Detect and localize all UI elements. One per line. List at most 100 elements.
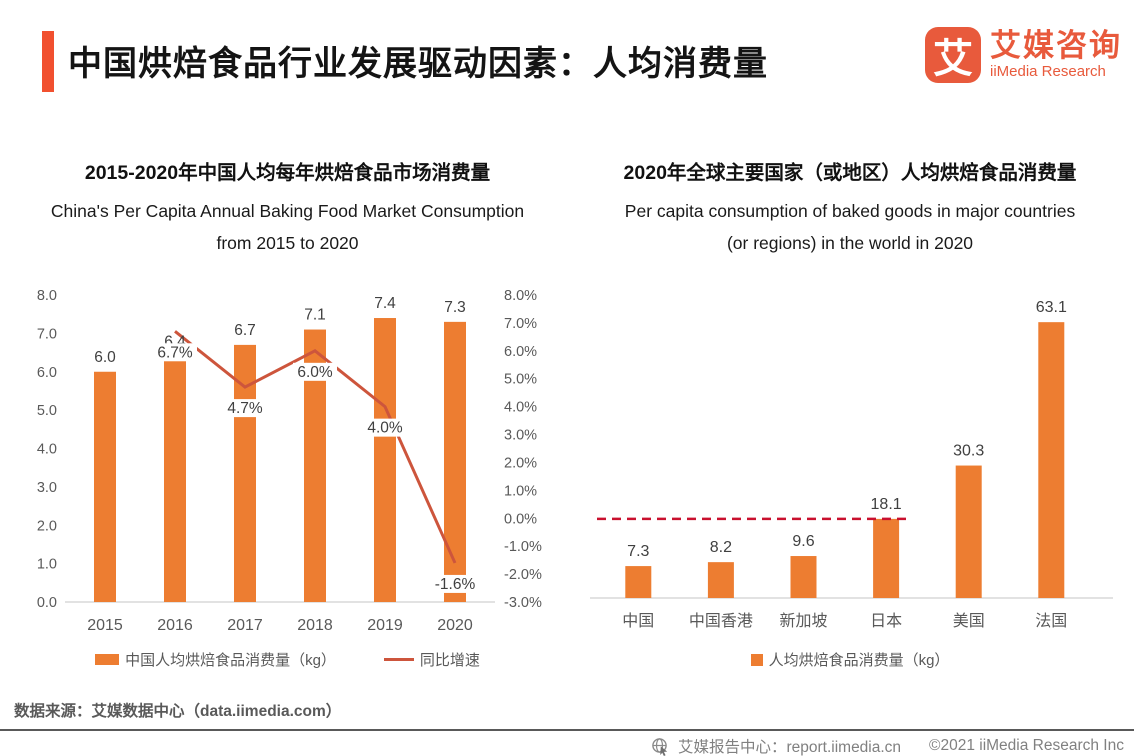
bar-series-swatch: [95, 654, 120, 665]
x-category-label: 2018: [297, 617, 333, 634]
y-right-tick: 7.0%: [504, 316, 537, 332]
bar-value-label: 7.3: [627, 543, 649, 560]
report-center-link[interactable]: 艾媒报告中心：report.iimedia.cn: [677, 739, 902, 756]
y-right-tick: 4.0%: [504, 400, 537, 416]
china-consumption-combo-chart: 8.0 7.0 6.0 5.0 4.0 3.0 2.0 1.0 0.0 8.0% 7.0% 6.0% 5…: [37, 288, 542, 634]
title-accent-bar: [42, 31, 54, 92]
line-value-label: 6.0%: [297, 364, 333, 381]
line-value-label: 4.7%: [227, 400, 263, 417]
left-chart-title-zh: 2015-2020年中国人均每年烘焙食品市场消费量: [84, 162, 491, 184]
iimedia-logo: 艾 艾媒咨询 iiMedia Research: [925, 27, 1122, 83]
bar-日本: [873, 518, 900, 598]
bar-value-label: 18.1: [871, 496, 902, 513]
left-chart-subtitle-en-1: China's Per Capita Annual Baking Food Ma…: [50, 201, 525, 221]
bar-series-label: 中国人均烘焙食品消费量（kg）: [125, 652, 336, 669]
bar-中国香港: [707, 562, 734, 598]
bar-value-label: 63.1: [1036, 299, 1067, 316]
x-category-label: 中国香港: [689, 612, 753, 630]
y-left-tick: 3.0: [37, 480, 57, 496]
page-title: 中国烘焙食品行业发展驱动因素：人均消费量: [68, 45, 768, 83]
bar-2019: [374, 318, 396, 602]
line-label-bg: [428, 574, 482, 593]
y-right-tick: 2.0%: [504, 455, 537, 471]
bar-value-label: 6.0: [94, 349, 116, 366]
x-category-label: 2016: [157, 617, 193, 634]
y-right-tick: 5.0%: [504, 372, 537, 388]
legend-item-consumption: 人均烘焙食品消费量（kg）: [750, 649, 950, 670]
legend-item-line: 同比增速: [383, 649, 480, 670]
bar-新加坡: [790, 556, 817, 598]
y-right-tick: 6.0%: [504, 344, 537, 360]
line-value-label: -1.6%: [435, 576, 476, 593]
y-left-tick: 0.0: [37, 595, 57, 611]
y-left-tick: 4.0: [37, 442, 57, 458]
bar-value-label: 9.6: [792, 533, 814, 550]
bar-2018: [304, 329, 326, 602]
y-left-tick: 7.0: [37, 326, 57, 342]
y-right-tick: -3.0%: [504, 595, 542, 611]
bar-value-label: 7.4: [374, 295, 396, 312]
growth-line: [174, 330, 457, 564]
left-chart-legend: 中国人均烘焙食品消费量（kg） 同比增速: [15, 649, 560, 670]
line-series-label: 同比增速: [419, 652, 480, 669]
y-left-tick: 5.0: [37, 403, 57, 419]
right-chart-subtitle-en-2: (or regions) in the world in 2020: [726, 233, 974, 253]
line-label-bg: [293, 362, 337, 381]
china-consumption-chart-section: 2015-2020年中国人均每年烘焙食品市场消费量 China's Per Ca…: [15, 148, 560, 669]
line-value-label: 6.7%: [157, 344, 193, 361]
consumption-series-swatch: [750, 653, 763, 666]
y-left-tick: 2.0: [37, 518, 57, 534]
data-source-note: 数据来源：艾媒数据中心（data.iimedia.com）: [14, 703, 342, 720]
y-right-tick: 3.0%: [504, 428, 537, 444]
right-chart-legend: 人均烘焙食品消费量（kg）: [575, 649, 1125, 670]
y-right-tick: -1.0%: [504, 539, 542, 555]
consumption-series-label: 人均烘焙食品消费量（kg）: [768, 652, 950, 669]
line-label-bg: [363, 418, 407, 437]
global-consumption-chart-section: 2020年全球主要国家（或地区）人均烘焙食品消费量 Per capita con…: [575, 148, 1125, 669]
iimedia-logo-icon: 艾: [925, 27, 981, 83]
bar-美国: [955, 465, 982, 598]
x-category-label: 日本: [870, 612, 902, 630]
legend-item-bar: 中国人均烘焙食品消费量（kg）: [95, 649, 336, 670]
y-right-tick: 0.0%: [504, 511, 537, 527]
left-chart-subtitle-en-2: from 2015 to 2020: [216, 233, 359, 253]
bar-2015: [94, 371, 116, 602]
bar-value-label: 6.7: [234, 322, 256, 339]
right-chart-title-zh: 2020年全球主要国家（或地区）人均烘焙食品消费量: [623, 162, 1077, 184]
y-left-tick: 8.0: [37, 288, 57, 304]
bar-2016: [164, 356, 186, 602]
line-label-bg: [153, 343, 197, 362]
x-category-label: 美国: [953, 612, 985, 630]
bar-2020: [444, 321, 466, 602]
x-category-label: 2015: [87, 617, 123, 634]
footer-bar: 艾媒报告中心：report.iimedia.cn ©2021 iiMedia R…: [651, 735, 1124, 756]
y-left-tick: 1.0: [37, 557, 57, 573]
x-category-label: 2017: [227, 617, 263, 634]
bar-value-label: 8.2: [710, 539, 732, 556]
logo-name-en: iiMedia Research: [990, 63, 1106, 81]
y-left-tick: 6.0: [37, 365, 57, 381]
bar-value-label: 7.1: [304, 307, 326, 324]
y-right-tick: 8.0%: [504, 288, 537, 304]
line-value-label: 4.0%: [367, 420, 403, 437]
logo-name-zh: 艾媒咨询: [990, 27, 1122, 63]
globe-cursor-icon: [652, 737, 668, 756]
logo-glyph: 艾: [933, 37, 973, 81]
x-category-label: 新加坡: [779, 612, 827, 630]
bar-value-label: 30.3: [953, 443, 984, 460]
x-category-label: 2019: [367, 617, 403, 634]
copyright-text: ©2021 iiMedia Research Inc: [929, 737, 1124, 754]
right-chart-subtitle-en-1: Per capita consumption of baked goods in…: [624, 201, 1076, 221]
x-category-label: 法国: [1035, 612, 1067, 630]
y-right-tick: -2.0%: [504, 567, 542, 583]
bar-value-label: 7.3: [444, 299, 466, 316]
y-right-tick: 1.0%: [504, 483, 537, 499]
bar-法国: [1038, 322, 1065, 598]
x-category-label: 2020: [437, 617, 473, 634]
global-consumption-bar-chart: 7.3 8.2 9.6 18.1 30.3 63.1 中国 中国香港 新加坡 日本 美国 法国: [590, 299, 1113, 630]
line-label-bg: [223, 399, 267, 418]
line-series-swatch: [383, 657, 414, 662]
footer-divider: [0, 729, 1134, 731]
x-category-label: 中国: [622, 612, 654, 630]
